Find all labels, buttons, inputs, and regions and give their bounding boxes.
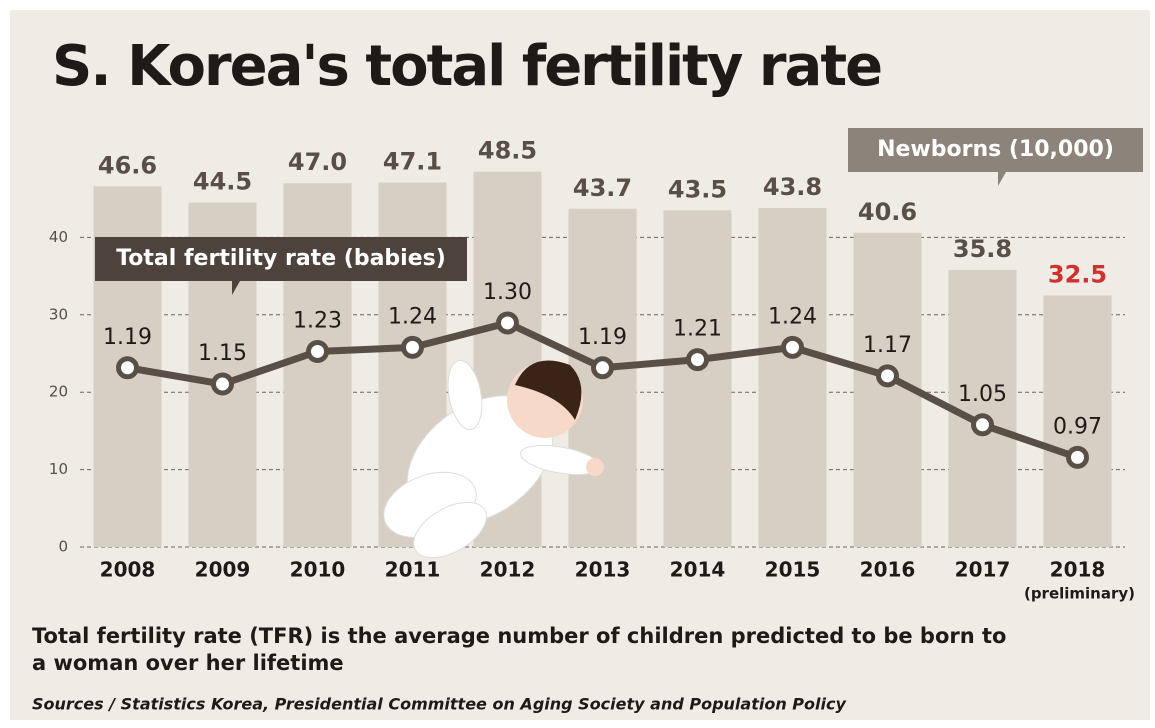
x-tick-label: 2014 [670,558,726,582]
x-tick-label: 2017 [955,558,1011,582]
line-marker [594,359,612,377]
line-value-label: 1.21 [673,317,722,342]
legend-label: Newborns (10,000) [877,137,1114,162]
x-tick-label: 2009 [195,558,251,582]
x-tick-label: 2016 [860,558,916,582]
line-value-label: 1.24 [768,304,817,329]
bar-value-label: 47.0 [288,148,347,176]
x-tick-label: 2015 [765,558,821,582]
x-tick-label: 2008 [100,558,156,582]
bar [949,270,1017,547]
bar-value-label: 46.6 [98,151,157,179]
line-value-label: 1.24 [388,304,437,329]
y-tick-label: 0 [58,538,68,556]
y-tick-label: 30 [49,305,68,323]
x-tick-label: 2010 [290,558,346,582]
bar-value-label: 43.8 [763,173,822,201]
page: S. Korea's total fertility rate 0 10 20 30 4… [0,0,1155,728]
line-marker [119,359,137,377]
x-tick-label: 2012 [480,558,536,582]
line-marker [404,338,422,356]
line-marker [974,416,992,434]
x-note: (preliminary) [1024,585,1135,603]
line-marker [689,351,707,369]
bar-value-label: 32.5 [1048,260,1107,288]
line-value-label: 1.05 [958,382,1007,407]
line-value-label: 1.30 [483,280,532,305]
bar-value-label: 48.5 [478,137,537,165]
legend-label: Total fertility rate (babies) [116,246,446,271]
y-tick-label: 40 [49,228,68,246]
line-marker [214,375,232,393]
line-value-label: 1.19 [578,325,627,350]
bar-value-label: 40.6 [858,198,917,226]
chart: S. Korea's total fertility rate 0 10 20 30 4… [0,0,1155,724]
x-tick-label: 2013 [575,558,631,582]
bar-value-label: 35.8 [953,235,1012,263]
bar-value-label: 47.1 [383,147,442,175]
bar-value-label: 43.7 [573,174,632,202]
x-tick-label: 2018 [1050,558,1106,582]
line-marker [1069,448,1087,466]
line-value-label: 0.97 [1053,414,1102,439]
y-tick-label: 10 [49,460,68,478]
source: Sources / Statistics Korea, Presidential… [32,695,846,714]
bar-value-label: 43.5 [668,175,727,203]
line-marker [784,338,802,356]
x-tick-label: 2011 [385,558,441,582]
bar [664,210,732,547]
line-marker [309,342,327,360]
line-value-label: 1.17 [863,333,912,358]
bar [759,208,827,547]
line-value-label: 1.23 [293,308,342,333]
bar-value-label: 44.5 [193,168,252,196]
line-marker [879,367,897,385]
line-marker [499,314,517,332]
chart-title: S. Korea's total fertility rate [52,34,881,99]
line-value-label: 1.15 [198,341,247,366]
line-value-label: 1.19 [103,325,152,350]
y-tick-label: 20 [49,383,68,401]
